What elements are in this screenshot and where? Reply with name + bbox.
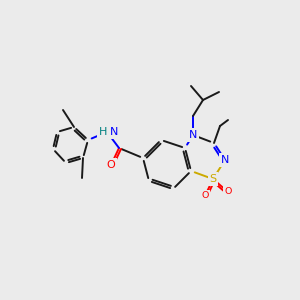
Text: N: N: [110, 127, 118, 137]
Text: O: O: [106, 160, 116, 170]
Text: O: O: [201, 191, 209, 200]
Text: O: O: [224, 188, 232, 196]
Text: N: N: [221, 155, 229, 165]
Text: H: H: [99, 127, 107, 137]
Text: N: N: [189, 130, 197, 140]
Text: S: S: [209, 174, 217, 184]
